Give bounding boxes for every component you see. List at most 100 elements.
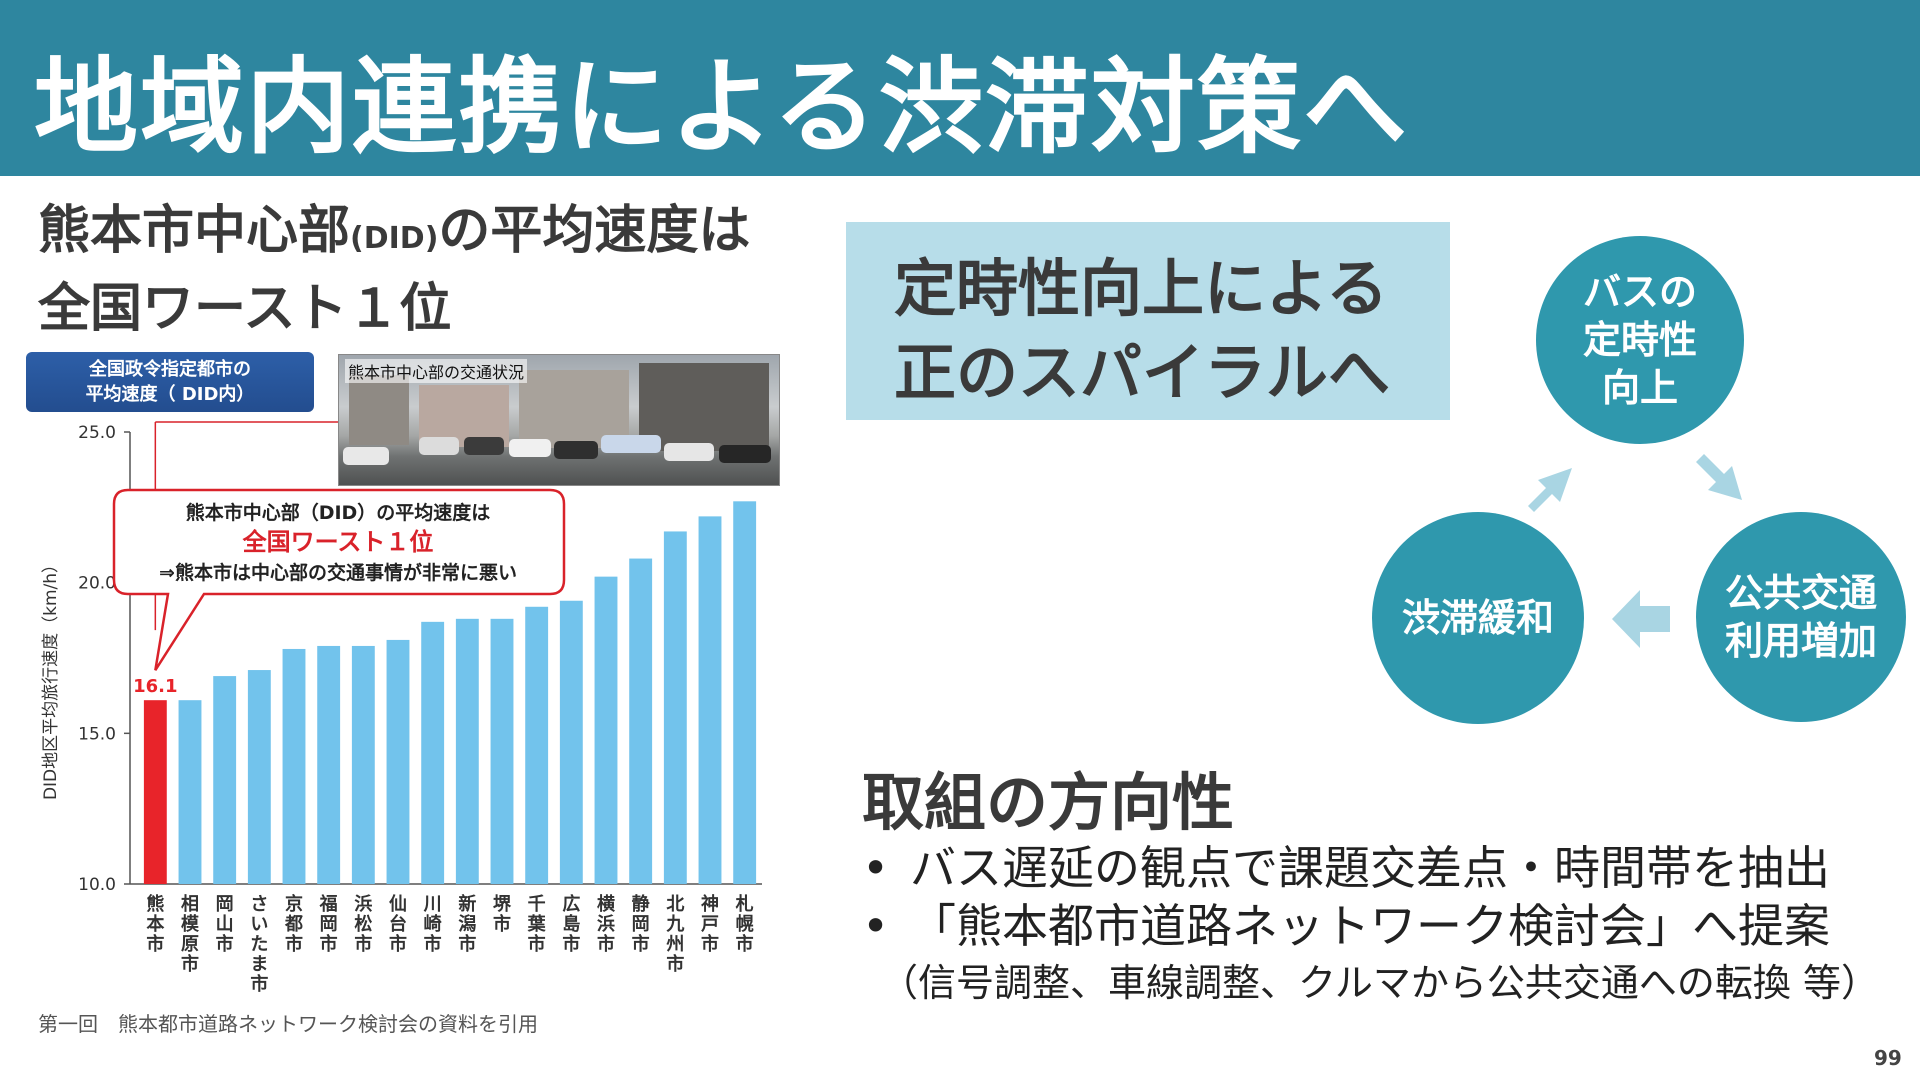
bar — [663, 531, 687, 884]
x-tick-label: 札幌市 — [735, 893, 754, 955]
x-tick-label: 熊本市 — [146, 893, 164, 955]
slide-title: 地域内連携による渋滞対策へ — [34, 46, 1409, 168]
cycle-arrow-up-right-icon — [1528, 468, 1572, 512]
x-tick-label: 横浜市 — [597, 893, 616, 955]
cycle-top-line-2: 定時性 — [1582, 318, 1697, 362]
bar — [213, 676, 237, 884]
cycle-circle-bus-punctuality: バスの 定時性 向上 — [1536, 236, 1744, 444]
bar — [455, 618, 479, 884]
bar — [386, 639, 410, 884]
x-tick-label: 福岡市 — [319, 893, 338, 955]
label-layer: 熊本市 16.1 相模原市岡山市さいたま市京都市福岡市浜松市仙台市川崎市新潟市堺市千… — [133, 676, 754, 995]
bar — [698, 516, 722, 884]
x-tick-label: 静岡市 — [632, 893, 650, 955]
subtitle-part-a: 熊本市中心部 — [38, 201, 351, 261]
callout-line-1: 熊本市中心部（DID）の平均速度は — [186, 501, 491, 524]
catch-line-1: 定時性向上による — [894, 252, 1389, 325]
bar — [178, 700, 202, 884]
bar-layer — [143, 501, 757, 884]
bar — [282, 648, 306, 884]
chart-tag-line-1: 全国政令指定都市の — [89, 359, 251, 380]
x-tick-label: さいたま市 — [250, 894, 268, 995]
photo-building — [419, 385, 509, 447]
cycle-top-line-1: バスの — [1582, 270, 1697, 314]
bar — [421, 621, 445, 884]
chart-figure: 全国政令指定都市の 平均速度（ DID内） 熊本市中心部の交通状況 25.0 20… — [26, 352, 796, 995]
cycle-right-line-2: 利用増加 — [1724, 619, 1877, 663]
left-subtitle: 熊本市中心部(DID)の平均速度は 全国ワースト１位 — [38, 196, 750, 344]
bar — [490, 618, 514, 884]
bar — [733, 501, 757, 884]
bar — [594, 576, 618, 884]
bar — [247, 670, 271, 884]
x-tick-label: 新潟市 — [458, 893, 476, 955]
title-banner: 地域内連携による渋滞対策へ — [0, 0, 1920, 176]
bullet-item-1: • バス遅延の観点で課題交差点・時間帯を抽出 — [862, 832, 1830, 898]
cycle-circle-congestion-relief: 渋滞緩和 — [1372, 512, 1584, 724]
cycle-circle-transit-usage: 公共交通 利用増加 — [1696, 512, 1906, 722]
callout-line-2: 全国ワースト１位 — [242, 528, 434, 556]
direction-title: 取組の方向性 — [862, 766, 1235, 839]
x-tick-label: 千葉市 — [527, 894, 547, 955]
photo-car — [554, 441, 598, 459]
cycle-top-line-3: 向上 — [1601, 366, 1678, 410]
x-tick-label: 相模原市 — [181, 894, 200, 975]
x-tick-label: 堺市 — [493, 893, 512, 935]
photo-bus — [601, 435, 661, 453]
bar — [559, 600, 583, 884]
x-tick-label: 北九州市 — [665, 894, 684, 975]
chart-tag-line-2: 平均速度（ DID内） — [85, 384, 255, 405]
x-tick-label: 岡山市 — [216, 894, 234, 955]
bullet-text-1: バス遅延の観点で課題交差点・時間帯を抽出 — [910, 841, 1830, 895]
page-number: 99 — [1874, 1046, 1902, 1070]
catch-line-2: 正のスパイラルへ — [894, 336, 1391, 409]
spiral-catch-box: 定時性向上による 正のスパイラルへ — [846, 222, 1450, 420]
callout-bubble — [112, 488, 566, 671]
bullet-note: （信号調整、車線調整、クルマから公共交通への転換 等） — [880, 961, 1879, 1005]
subtitle-line-2: 全国ワースト１位 — [38, 279, 452, 339]
x-tick-label: 仙台市 — [389, 893, 407, 955]
bullet-text-2: 「熊本都市道路ネットワーク検討会」へ提案 — [910, 899, 1830, 953]
y-tick-label: 25.0 — [78, 423, 116, 443]
cycle-arrow-down-right-icon — [1696, 454, 1742, 500]
x-tick-label: 京都市 — [284, 893, 303, 955]
chart-legend-tag: 全国政令指定都市の 平均速度（ DID内） — [26, 352, 314, 412]
photo-car — [509, 439, 551, 457]
subtitle-line-1: 熊本市中心部(DID)の平均速度は — [38, 196, 750, 274]
x-tick-label: 川崎市 — [423, 894, 442, 955]
bullet-mark: • — [862, 899, 890, 953]
x-tick-label: 浜松市 — [354, 894, 372, 955]
photo-car — [464, 437, 504, 455]
bar — [317, 645, 341, 884]
bullet-mark: • — [862, 841, 890, 895]
bar — [629, 558, 653, 884]
y-tick-label: 10.0 — [78, 875, 116, 895]
x-tick-label: 広島市 — [562, 893, 580, 955]
cycle-left-line-1: 渋滞緩和 — [1401, 596, 1554, 640]
traffic-photo: 熊本市中心部の交通状況 — [338, 354, 780, 486]
photo-building — [349, 375, 409, 445]
photo-building — [639, 363, 769, 451]
photo-car — [343, 447, 389, 465]
y-axis-title: DID地区平均旅行速度（km/h） — [41, 556, 61, 800]
cycle-arrow-left-icon — [1612, 590, 1670, 648]
subtitle-part-b: の平均速度は — [438, 201, 751, 261]
callout-layer: 熊本市中心部（DID）の平均速度は 全国ワースト１位 ⇒熊本市は中心部の交通事情… — [112, 488, 566, 671]
subtitle-part-small: (DID) — [350, 221, 439, 256]
speed-bar-chart: 25.0 20.0 15.0 10.0 DID地区平均旅行速度（km/h） 熊本市 16.… — [41, 421, 762, 995]
photo-car — [719, 445, 771, 463]
cycle-right-line-1: 公共交通 — [1724, 571, 1877, 615]
bar — [351, 645, 375, 884]
x-tick-label: 神戸市 — [701, 893, 719, 955]
data-label: 16.1 — [133, 676, 177, 697]
bullet-item-2: • 「熊本都市道路ネットワーク検討会」へ提案 — [862, 890, 1830, 956]
photo-caption: 熊本市中心部の交通状況 — [345, 359, 528, 383]
bar — [525, 606, 549, 884]
photo-car — [419, 437, 459, 455]
photo-car — [664, 443, 714, 461]
callout-line-3: ⇒熊本市は中心部の交通事情が非常に悪い — [159, 561, 517, 584]
bar — [143, 700, 167, 884]
source-note: 第一回 熊本都市道路ネットワーク検討会の資料を引用 — [38, 1012, 538, 1036]
y-tick-label: 15.0 — [78, 724, 116, 744]
y-tick-label: 20.0 — [78, 574, 116, 594]
